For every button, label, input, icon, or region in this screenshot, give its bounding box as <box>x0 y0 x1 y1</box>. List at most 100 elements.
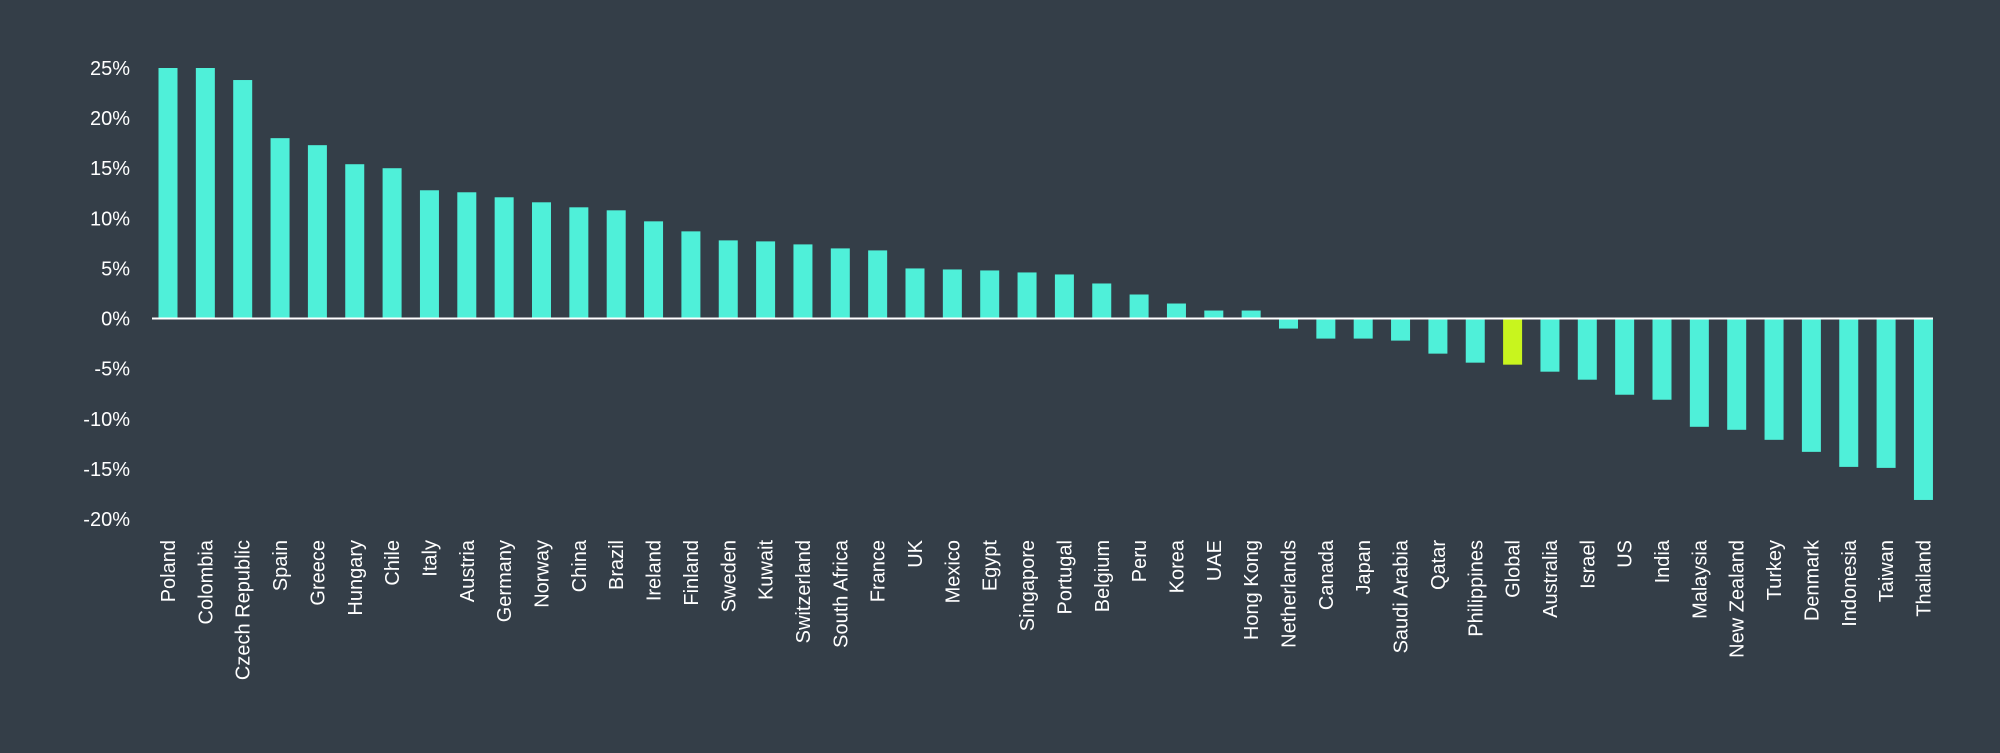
y-tick-label: -5% <box>94 359 130 381</box>
y-tick-label: 20% <box>90 108 130 130</box>
x-category-label: New Zealand <box>1727 540 1749 658</box>
x-category-label: Colombia <box>195 539 217 624</box>
x-category-label: Italy <box>419 540 441 577</box>
y-tick-label: 15% <box>90 158 130 180</box>
x-category-label: Belgium <box>1092 540 1114 612</box>
bar-denmark <box>1801 318 1821 452</box>
bar-italy <box>419 190 439 319</box>
bar-uk <box>905 268 925 319</box>
bar-new-zealand <box>1727 318 1747 430</box>
bar-qatar <box>1428 318 1448 354</box>
bar-india <box>1652 318 1672 400</box>
x-category-label: US <box>1615 540 1637 568</box>
bar-australia <box>1540 318 1560 372</box>
x-category-label: Brazil <box>606 540 628 590</box>
bar-thailand <box>1913 318 1933 500</box>
x-category-label: Greece <box>307 540 329 606</box>
x-category-label: Singapore <box>1017 540 1039 631</box>
bar-peru <box>1129 294 1149 319</box>
bar-china <box>569 207 589 319</box>
bar-austria <box>457 192 477 319</box>
x-category-label: Chile <box>382 540 404 586</box>
x-category-label: UK <box>905 539 927 567</box>
x-category-label: Japan <box>1353 540 1375 595</box>
bar-czech-republic <box>233 80 253 319</box>
x-category-label: Poland <box>158 540 180 602</box>
x-category-label: China <box>569 539 591 592</box>
x-category-label: Portugal <box>1054 540 1076 615</box>
bar-malaysia <box>1689 318 1709 427</box>
bar-chile <box>382 168 402 319</box>
x-category-label: Egypt <box>980 540 1002 592</box>
x-category-label: Turkey <box>1764 540 1786 600</box>
x-category-label: Philippines <box>1465 540 1487 637</box>
bar-brazil <box>606 210 626 319</box>
x-category-label: Taiwan <box>1876 540 1898 602</box>
x-category-label: Canada <box>1316 539 1338 610</box>
bar-israel <box>1577 318 1597 380</box>
bar-spain <box>270 138 290 319</box>
bar-colombia <box>195 68 215 319</box>
bar-uae <box>1204 310 1224 319</box>
y-tick-label: -15% <box>83 459 130 481</box>
x-category-label: Switzerland <box>793 540 815 643</box>
x-category-label: Global <box>1503 540 1525 598</box>
x-category-label: Czech Republic <box>233 540 255 680</box>
x-category-label: Korea <box>1166 539 1188 593</box>
x-category-label: Mexico <box>942 540 964 603</box>
x-axis-labels: Poland Colombia Czech Republic Spain Greece H… <box>158 539 1935 680</box>
bar-global <box>1503 318 1523 365</box>
bar-egypt <box>980 270 1000 319</box>
x-category-label: Hong Kong <box>1241 540 1263 640</box>
bar-finland <box>681 231 701 319</box>
bar-indonesia <box>1839 318 1859 467</box>
bar-sweden <box>718 240 738 319</box>
x-category-label: Sweden <box>718 540 740 612</box>
y-tick-label: 10% <box>90 208 130 230</box>
x-category-label: France <box>868 540 890 602</box>
bar-poland <box>158 68 178 319</box>
y-axis: 25% 20% 15% 10% 5% 0% -5% -10% -15% -20% <box>83 58 130 531</box>
bar-taiwan <box>1876 318 1896 468</box>
y-tick-label: 5% <box>101 258 130 280</box>
y-tick-label: -10% <box>83 409 130 431</box>
bar-turkey <box>1764 318 1784 440</box>
bar-france <box>868 250 888 319</box>
bar-norway <box>532 202 551 319</box>
bar-singapore <box>1017 272 1037 319</box>
x-category-label: Denmark <box>1801 539 1823 621</box>
bar-ireland <box>644 221 664 319</box>
bar-saudi-arabia <box>1391 318 1411 341</box>
x-category-label: Saudi Arabia <box>1391 539 1413 653</box>
x-category-label: Indonesia <box>1839 539 1861 627</box>
bar-mexico <box>942 269 962 319</box>
bar-us <box>1615 318 1635 395</box>
bar-switzerland <box>793 244 813 319</box>
bar-kuwait <box>756 241 776 319</box>
bar-netherlands <box>1279 318 1298 329</box>
bar-greece <box>307 145 327 319</box>
x-category-label: Malaysia <box>1689 539 1711 619</box>
bars <box>158 68 1933 500</box>
x-category-label: UAE <box>1204 540 1226 581</box>
bar-korea <box>1166 303 1186 319</box>
x-category-label: Peru <box>1129 540 1151 582</box>
x-category-label: Norway <box>532 540 554 608</box>
x-category-label: Finland <box>681 540 703 606</box>
bar-philippines <box>1465 318 1485 363</box>
bar-hungary <box>345 164 365 319</box>
x-category-label: Qatar <box>1428 540 1450 590</box>
x-category-label: Germany <box>494 540 516 622</box>
bar-canada <box>1316 318 1336 339</box>
y-tick-label: -20% <box>83 509 130 531</box>
x-category-label: Thailand <box>1913 540 1935 617</box>
x-category-label: Kuwait <box>756 540 778 600</box>
x-category-label: Israel <box>1577 540 1599 589</box>
bar-south-africa <box>830 248 850 319</box>
y-tick-label: 25% <box>90 58 130 80</box>
bar-portugal <box>1054 274 1074 319</box>
bar-japan <box>1353 318 1373 339</box>
x-category-label: Hungary <box>345 540 367 616</box>
bar-germany <box>494 197 514 319</box>
x-category-label: Austria <box>457 539 479 602</box>
